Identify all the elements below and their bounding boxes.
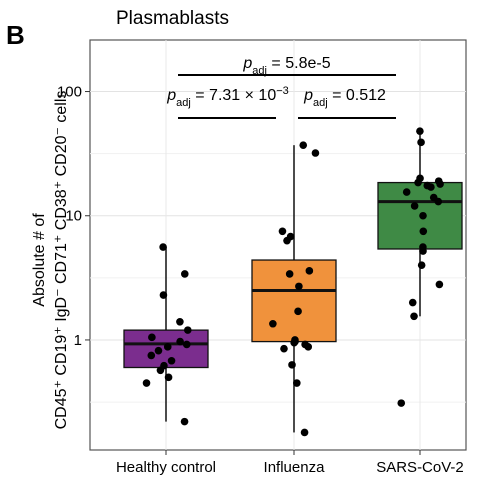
y-axis: 1 10 100 <box>57 84 90 349</box>
data-point <box>291 336 299 344</box>
data-point <box>147 351 156 360</box>
data-point <box>269 319 277 328</box>
data-point <box>419 211 427 220</box>
data-point <box>410 202 419 210</box>
significance-annotation: padj = 0.512 <box>298 87 396 119</box>
panel-label: B <box>6 20 25 50</box>
data-point <box>434 177 443 185</box>
data-point <box>294 307 302 316</box>
y-tick-label: 100 <box>57 84 82 101</box>
box-iqr <box>251 259 337 343</box>
data-point <box>159 291 168 299</box>
data-point <box>142 379 151 387</box>
data-point <box>285 270 294 278</box>
data-point <box>311 149 320 157</box>
p-value-label: padj = 5.8e-5 <box>242 55 330 77</box>
x-tick-label: SARS-CoV-2 <box>376 459 464 476</box>
data-point <box>397 399 406 407</box>
data-point <box>288 361 296 369</box>
y-axis-label-line2: CD45⁺ CD19⁺ IgD⁻ CD71⁺ CD38⁺ CD20⁻ cells <box>53 91 70 430</box>
data-point <box>180 417 189 426</box>
data-point <box>163 343 172 351</box>
y-tick-label: 10 <box>65 208 82 225</box>
x-tick-label: Influenza <box>264 459 326 476</box>
data-point <box>167 356 176 365</box>
data-point <box>159 243 167 251</box>
p-value-label: padj = 7.31 × 10−3 <box>166 85 289 109</box>
data-point <box>423 181 432 190</box>
data-point <box>176 337 184 346</box>
data-point <box>417 138 425 147</box>
y-axis-label: Absolute # of CD45⁺ CD19⁺ IgD⁻ CD71⁺ CD3… <box>31 91 70 430</box>
data-point <box>410 312 418 321</box>
data-point <box>299 141 308 149</box>
data-point <box>286 232 295 241</box>
data-point <box>180 270 189 278</box>
y-axis-label-line1: Absolute # of <box>31 213 48 307</box>
data-point <box>182 340 191 349</box>
p-value-label: padj = 0.512 <box>303 87 386 109</box>
data-point <box>417 261 426 269</box>
data-point <box>435 280 444 289</box>
significance-annotations: padj = 5.8e-5 padj = 7.31 × 10−3 padj = 0.… <box>166 55 396 119</box>
data-point <box>300 428 309 437</box>
data-point <box>301 340 309 349</box>
data-point <box>305 267 314 275</box>
data-point <box>408 298 417 307</box>
data-point <box>183 326 192 334</box>
data-point <box>419 243 427 251</box>
data-point <box>416 127 424 135</box>
chart-title: Plasmablasts <box>116 8 229 29</box>
y-tick-label: 1 <box>74 332 82 349</box>
data-point <box>278 227 287 236</box>
data-point <box>280 344 288 353</box>
data-point <box>164 373 173 382</box>
x-tick-label: Healthy control <box>116 459 216 476</box>
data-point <box>176 317 184 326</box>
data-point <box>148 333 156 342</box>
data-point <box>402 188 411 196</box>
significance-annotation: padj = 7.31 × 10−3 <box>166 85 289 119</box>
data-point <box>293 379 301 387</box>
data-points <box>142 127 444 437</box>
data-point <box>295 282 303 291</box>
significance-annotation: padj = 5.8e-5 <box>178 55 396 77</box>
box-influenza <box>251 145 337 433</box>
data-point <box>416 174 424 183</box>
data-point <box>429 193 438 202</box>
data-point <box>419 227 428 236</box>
data-point <box>160 361 168 370</box>
x-axis: Healthy control Influenza SARS-CoV-2 <box>116 450 464 476</box>
data-point <box>154 346 163 355</box>
